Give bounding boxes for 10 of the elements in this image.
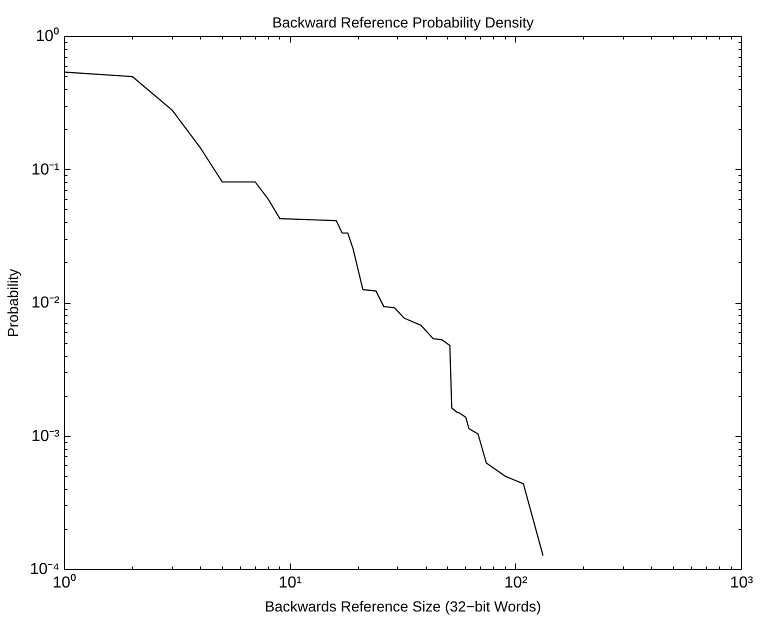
x-tick-label: 10¹ [278, 574, 302, 592]
y-tick-label: 10⁻³ [31, 428, 60, 445]
x-tick-label: 10² [504, 574, 528, 592]
y-tick-label: 10⁻¹ [31, 161, 60, 178]
x-tick-label: 10³ [730, 574, 754, 592]
y-axis-title: Probability [6, 268, 22, 338]
x-axis-title: Backwards Reference Size (32−bit Words) [264, 600, 542, 616]
chart-title: Backward Reference Probability Density [272, 16, 534, 32]
y-tick-label: 10⁰ [36, 27, 60, 45]
y-tick-label: 10⁻² [31, 294, 60, 312]
